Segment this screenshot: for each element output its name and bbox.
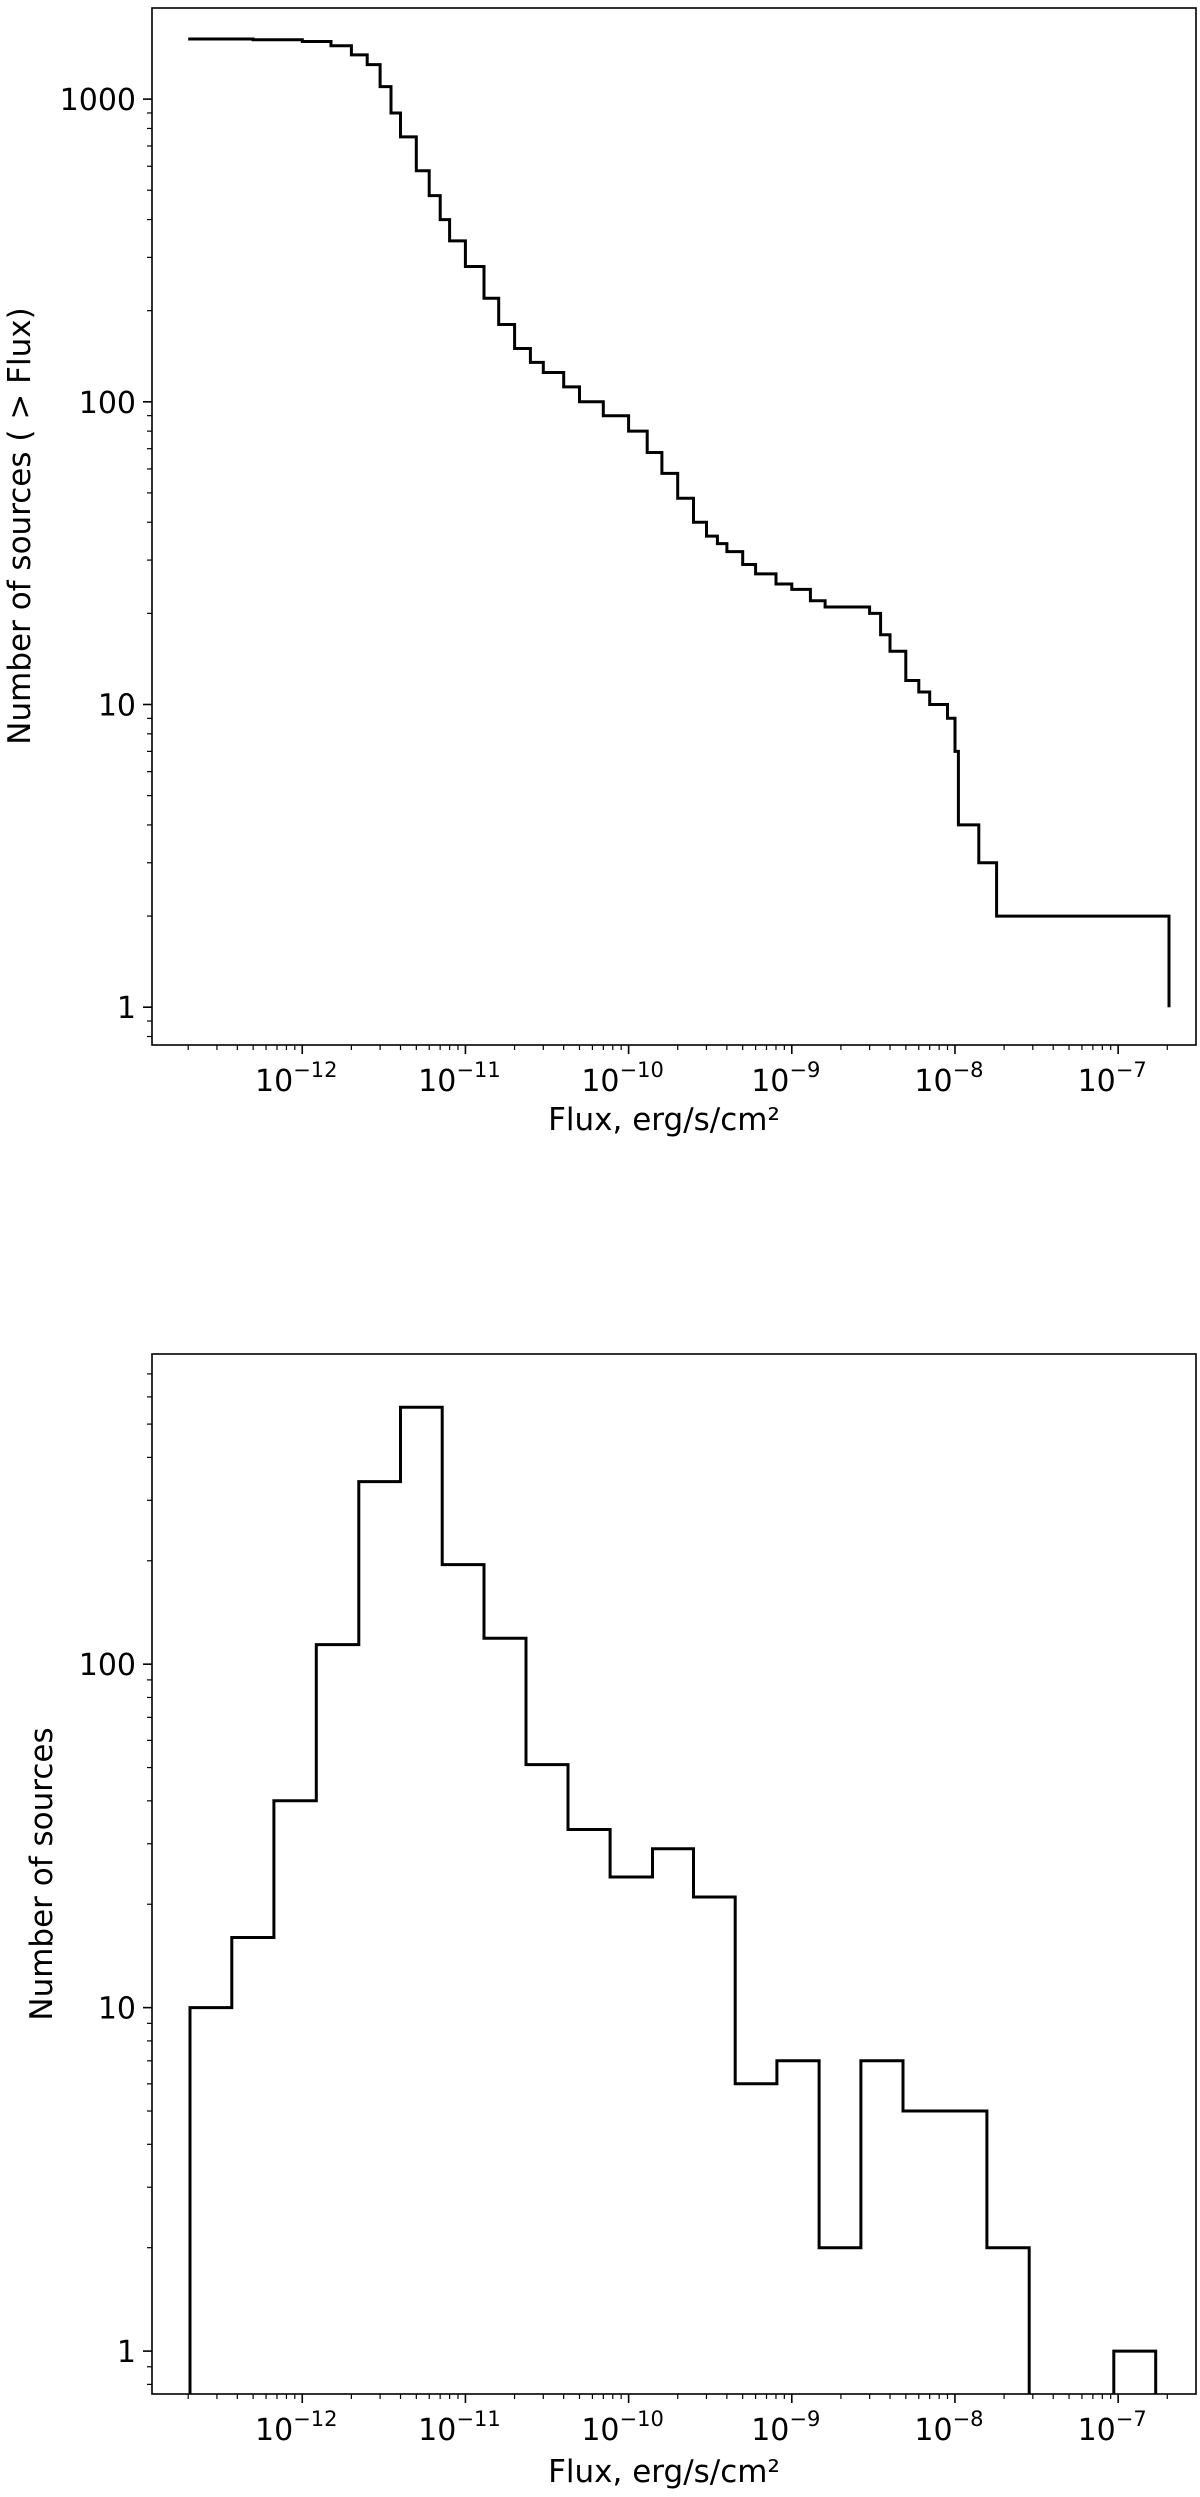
- y-minor-ticks: [147, 112, 152, 1038]
- x-tick-label: 10−10: [581, 1058, 664, 1099]
- x-tick-label-exponent: −8: [953, 1058, 984, 1082]
- cumulative-count-step-line: [188, 37, 1171, 1008]
- plot-frame: [151, 7, 1197, 1046]
- flux-histogram-chart: 10−12 10−11 10−10 10−9 10−8 10−7 1 10 100 Flux, e…: [0, 1330, 1200, 2497]
- x-tick-label-base: 10: [418, 2413, 456, 2448]
- histogram-bar: [777, 2061, 819, 2394]
- histogram-bar: [987, 2248, 1029, 2394]
- histogram-bar: [400, 1407, 442, 2394]
- x-tick-label-base: 10: [255, 2413, 293, 2448]
- x-tick-label: 10−12: [255, 1058, 338, 1099]
- histogram-bar: [903, 2111, 945, 2394]
- histogram-bar: [735, 2084, 777, 2394]
- x-tick-label-base: 10: [418, 1064, 456, 1099]
- y-tick-label: 10: [98, 688, 136, 723]
- x-tick-label-exponent: −11: [456, 1058, 500, 1082]
- histogram-bar: [819, 2248, 861, 2394]
- histogram-bar: [526, 1765, 568, 2394]
- x-tick-label: 10−9: [751, 2407, 820, 2448]
- y-tick-label: 100: [79, 386, 136, 421]
- y-tick-label: 1: [117, 991, 136, 1026]
- y-axis-ticks: 1 10 100 1000: [60, 83, 152, 1026]
- histogram-bar: [232, 1938, 274, 2394]
- histogram-bar: [274, 1801, 316, 2394]
- histogram-bins: [190, 1407, 1156, 2394]
- x-tick-label-base: 10: [914, 1064, 952, 1099]
- x-axis-ticks: 10−12 10−11 10−10 10−9 10−8 10−7: [255, 1045, 1147, 1099]
- y-tick-label: 10: [98, 1992, 136, 2027]
- x-tick-label-exponent: −12: [293, 2407, 337, 2431]
- x-tick-label: 10−9: [751, 1058, 820, 1099]
- x-tick-label: 10−7: [1078, 2407, 1147, 2448]
- plot-frame: [151, 1353, 1197, 2395]
- x-tick-label-exponent: −8: [953, 2407, 984, 2431]
- histogram-bar: [442, 1565, 484, 2394]
- x-tick-label-base: 10: [581, 1064, 619, 1099]
- x-tick-label: 10−12: [255, 2407, 338, 2448]
- histogram-bar: [694, 1897, 736, 2394]
- histogram-bar: [652, 1849, 693, 2394]
- x-tick-label-exponent: −7: [1116, 2407, 1147, 2431]
- x-tick-label-exponent: −9: [789, 1058, 820, 1082]
- x-tick-label-exponent: −10: [620, 2407, 664, 2431]
- x-tick-label: 10−11: [418, 2407, 501, 2448]
- x-tick-label-base: 10: [751, 2413, 789, 2448]
- y-minor-ticks: [147, 1373, 152, 2385]
- y-tick-label: 1: [117, 2335, 136, 2370]
- x-tick-label-base: 10: [1078, 1064, 1116, 1099]
- x-axis-label: Flux, erg/s/cm²: [548, 2454, 780, 2490]
- x-tick-label-base: 10: [914, 2413, 952, 2448]
- histogram-bar: [484, 1638, 526, 2394]
- x-tick-label-base: 10: [255, 1064, 293, 1099]
- y-axis-ticks: 1 10 100: [79, 1648, 152, 2370]
- x-tick-label-base: 10: [751, 1064, 789, 1099]
- x-minor-ticks: [187, 1045, 1168, 1050]
- x-axis-ticks: 10−12 10−11 10−10 10−9 10−8 10−7: [255, 2394, 1147, 2448]
- x-minor-ticks: [187, 2394, 1168, 2399]
- x-tick-label: 10−8: [914, 2407, 983, 2448]
- x-tick-label-exponent: −11: [456, 2407, 500, 2431]
- histogram-step-outline: [188, 1405, 1158, 2394]
- y-tick-label: 100: [79, 1648, 136, 1683]
- x-tick-label-base: 10: [1078, 2413, 1116, 2448]
- histogram-bar: [316, 1645, 358, 2394]
- cumulative-flux-chart: 10−12 10−11 10−10 10−9 10−8 10−7 1 10 100 1000 Flu…: [0, 0, 1200, 1150]
- x-tick-label: 10−8: [914, 1058, 983, 1099]
- x-tick-label-exponent: −10: [620, 1058, 664, 1082]
- x-tick-label-base: 10: [581, 2413, 619, 2448]
- histogram-bar: [1114, 2351, 1156, 2394]
- y-tick-label: 1000: [60, 83, 136, 118]
- histogram-bar: [190, 2008, 232, 2394]
- histogram-bar: [610, 1877, 652, 2394]
- histogram-bar: [359, 1482, 401, 2394]
- x-tick-label: 10−10: [581, 2407, 664, 2448]
- histogram-bar: [861, 2061, 903, 2394]
- x-axis-label: Flux, erg/s/cm²: [548, 1102, 780, 1138]
- x-tick-label-exponent: −7: [1116, 1058, 1147, 1082]
- x-tick-label-exponent: −9: [789, 2407, 820, 2431]
- x-tick-label: 10−7: [1078, 1058, 1147, 1099]
- cumulative-flux-chart-svg: 10−12 10−11 10−10 10−9 10−8 10−71101001000Flu…: [2, 7, 1197, 1138]
- histogram-bar: [945, 2111, 987, 2394]
- x-tick-label-exponent: −12: [293, 1058, 337, 1082]
- y-axis-label: Number of sources: [24, 1727, 60, 2020]
- x-tick-label: 10−11: [418, 1058, 501, 1099]
- histogram-bar: [568, 1830, 610, 2394]
- y-axis-label: Number of sources ( > Flux): [2, 307, 38, 744]
